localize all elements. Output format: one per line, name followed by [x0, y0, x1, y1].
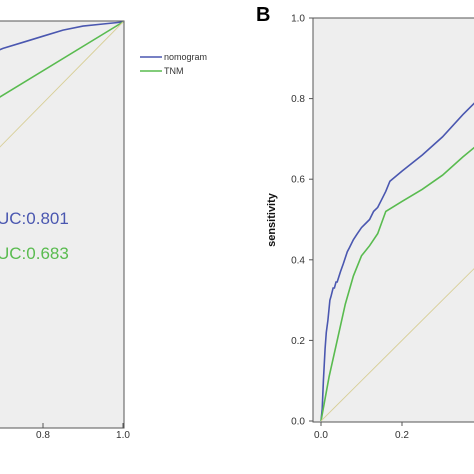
panel-a-series-line-reference-diagonal [0, 21, 124, 148]
panel-b-y-tick-label: 1.0 [291, 14, 305, 25]
panel-b-x-tick-label: 0.0 [314, 430, 328, 441]
panel-b-y-tick-label: 0.2 [291, 336, 305, 347]
legend-label-tnm: TNM [164, 66, 184, 76]
panel-a-plot-area [0, 20, 125, 429]
panel-a-series-line-nomogram [0, 21, 124, 51]
panel-b-y-ticks: 0.0 0.2 0.4 0.6 0.8 1.0 [291, 14, 313, 428]
panel-b-roc-chart: B 0.0 0.2 0.4 0.6 0.8 1.0 0.0 0.2 sensitivity [256, 4, 474, 441]
auc-annotation-tnm: UC:0.683 [0, 244, 69, 263]
panel-b-series-line-reference-diagonal [320, 268, 474, 422]
panel-a-series-line-tnm [0, 21, 124, 98]
panel-b-series-lines [320, 102, 474, 422]
panel-a-roc-chart: 0.8 1.0 nomogram TNM UC:0.801 UC:0.683 [0, 20, 207, 441]
panel-a-x-ticks: 0.8 1.0 [36, 423, 130, 441]
panel-b-x-ticks: 0.0 0.2 [314, 422, 409, 441]
panel-a-x-tick-label: 1.0 [116, 430, 130, 441]
panel-b-x-tick-label: 0.2 [395, 430, 409, 441]
panel-a-x-tick-label: 0.8 [36, 430, 50, 441]
auc-annotation-nomogram: UC:0.801 [0, 209, 69, 228]
panel-a-legend: nomogram TNM [140, 52, 207, 76]
panel-b-letter: B [256, 4, 270, 26]
panel-b-y-axis-label: sensitivity [266, 192, 278, 247]
panel-a-series-lines [0, 21, 124, 148]
panel-b-y-tick-label: 0.0 [291, 417, 305, 428]
panel-b-series-line-tnm [320, 146, 474, 422]
panel-b-y-tick-label: 0.6 [291, 175, 305, 186]
panel-b-plot-area [312, 17, 474, 423]
panel-b-y-tick-label: 0.8 [291, 94, 305, 105]
legend-label-nomogram: nomogram [164, 52, 207, 62]
panel-b-y-tick-label: 0.4 [291, 255, 305, 266]
panel-b-series-line-nomogram [320, 102, 474, 422]
